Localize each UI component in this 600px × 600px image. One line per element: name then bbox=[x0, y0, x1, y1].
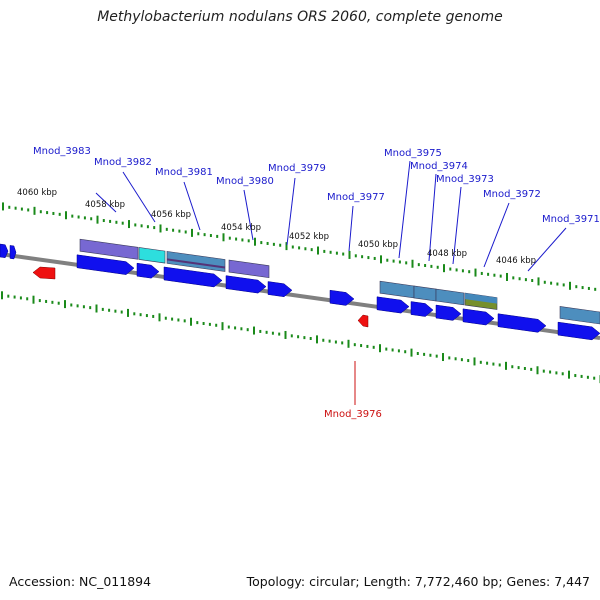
feature-bar bbox=[435, 288, 465, 306]
forward-gene-arrow bbox=[0, 243, 9, 259]
gene-label: Mnod_3976 bbox=[324, 409, 382, 420]
forward-gene-arrow bbox=[136, 262, 160, 279]
leader-line bbox=[398, 160, 411, 259]
leader-line bbox=[95, 192, 117, 213]
forward-gene-arrow bbox=[435, 304, 462, 321]
scale-label: 4052 kbp bbox=[289, 232, 329, 242]
leader-line bbox=[452, 186, 462, 265]
forward-gene-arrow bbox=[163, 266, 223, 288]
leader-line bbox=[243, 189, 254, 241]
outer-scale-ticks bbox=[2, 202, 597, 291]
forward-gene-arrow bbox=[267, 281, 293, 298]
gene-label: Mnod_3980 bbox=[216, 176, 274, 187]
gene-label: Mnod_3973 bbox=[436, 174, 494, 185]
leader-line bbox=[483, 202, 510, 268]
leader-line bbox=[183, 181, 201, 231]
forward-gene-arrow bbox=[376, 296, 410, 314]
forward-gene-arrow bbox=[410, 301, 434, 317]
scale-label: 4046 kbp bbox=[496, 256, 536, 266]
feature-bar bbox=[559, 306, 600, 325]
accession-text: Accession: NC_011894 bbox=[9, 574, 152, 589]
forward-gene-arrow bbox=[9, 245, 17, 260]
gene-label: Mnod_3974 bbox=[410, 161, 468, 172]
forward-gene-arrow bbox=[497, 313, 547, 333]
feature-bar-top bbox=[465, 293, 497, 304]
forward-gene-arrow bbox=[76, 254, 135, 275]
forward-gene-arrow bbox=[225, 275, 267, 294]
leader-line bbox=[122, 171, 156, 223]
gene-label: Mnod_3981 bbox=[155, 167, 213, 178]
scale-label: 4054 kbp bbox=[221, 223, 261, 233]
forward-gene-arrow bbox=[557, 321, 600, 341]
scale-label: 4048 kbp bbox=[427, 249, 467, 259]
scale-label: 4058 kbp bbox=[85, 200, 125, 210]
feature-stripe bbox=[166, 258, 226, 269]
scale-labels: 4060 kbp 4058 kbp 4056 kbp 4054 kbp 4052 kbp… bbox=[17, 188, 536, 266]
gene-label: Mnod_3983 bbox=[33, 146, 91, 157]
reverse-gene-arrow bbox=[32, 266, 56, 280]
forward-gene-arrow bbox=[462, 308, 495, 326]
reverse-strand-genes bbox=[32, 266, 369, 328]
leader-line bbox=[286, 177, 296, 246]
feature-bar bbox=[413, 285, 437, 302]
map-title: Methylobacterium nodulans ORS 2060, comp… bbox=[97, 9, 503, 25]
feature-bar bbox=[379, 280, 415, 299]
gene-label: Mnod_3979 bbox=[268, 163, 326, 174]
gene-label: Mnod_3972 bbox=[483, 189, 541, 200]
feature-bar bbox=[79, 238, 139, 260]
feature-bar bbox=[138, 247, 166, 264]
gene-label: Mnod_3977 bbox=[327, 192, 385, 203]
gene-label: Mnod_3971 bbox=[542, 214, 600, 225]
scale-label: 4060 kbp bbox=[17, 188, 57, 198]
scale-label: 4056 kbp bbox=[151, 210, 191, 220]
feature-track bbox=[79, 238, 600, 325]
inner-scale-ticks bbox=[1, 291, 600, 384]
gene-label: Mnod_3982 bbox=[94, 157, 152, 168]
reverse-gene-arrow bbox=[357, 314, 369, 328]
forward-gene-arrow bbox=[329, 289, 355, 306]
leader-line bbox=[348, 205, 354, 252]
feature-bar bbox=[228, 259, 270, 279]
leader-line bbox=[527, 227, 567, 272]
forward-strand-genes bbox=[0, 243, 600, 341]
scale-label: 4050 kbp bbox=[358, 240, 398, 250]
leader-line bbox=[428, 173, 437, 262]
genome-summary-text: Topology: circular; Length: 7,772,460 bp… bbox=[246, 574, 590, 589]
gene-label: Mnod_3975 bbox=[384, 148, 442, 159]
label-leader-lines bbox=[95, 160, 567, 405]
